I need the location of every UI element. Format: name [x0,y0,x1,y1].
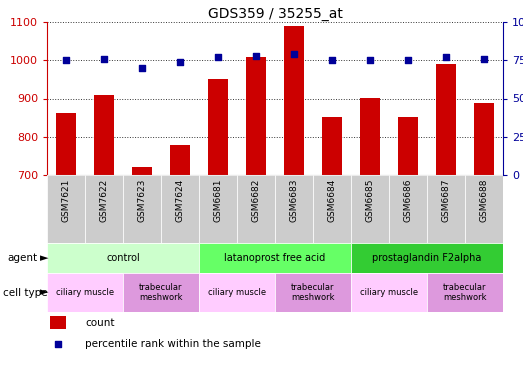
Point [328,57,336,63]
Bar [397,117,418,175]
Bar [237,175,275,243]
Bar [427,175,465,243]
Bar [208,79,229,175]
Text: GSM7624: GSM7624 [176,178,185,222]
Point [252,53,260,59]
Point [176,59,184,65]
Text: agent: agent [8,253,38,263]
Text: GSM6685: GSM6685 [366,178,374,222]
Bar [246,57,266,175]
Bar [199,273,275,312]
Text: ciliary muscle: ciliary muscle [208,288,266,297]
Bar [169,145,190,175]
Bar [322,117,343,175]
Text: GSM7621: GSM7621 [62,178,71,222]
Bar [351,243,503,273]
Text: control: control [106,253,140,263]
Text: cell type: cell type [3,288,47,298]
Text: GSM6682: GSM6682 [252,178,260,222]
Title: GDS359 / 35255_at: GDS359 / 35255_at [208,7,343,21]
Point [54,341,62,347]
Bar [85,175,123,243]
Text: latanoprost free acid: latanoprost free acid [224,253,326,263]
Text: GSM7622: GSM7622 [99,178,108,222]
Bar [47,243,199,273]
Text: ciliary muscle: ciliary muscle [56,288,114,297]
Text: prostaglandin F2alpha: prostaglandin F2alpha [372,253,482,263]
Bar [436,64,457,175]
Bar [132,167,152,175]
Bar [47,175,85,243]
Bar [50,316,66,329]
Bar [473,103,494,175]
Point [100,56,108,61]
Point [442,54,450,60]
Text: percentile rank within the sample: percentile rank within the sample [85,339,261,349]
Text: GSM6686: GSM6686 [404,178,413,222]
Bar [123,175,161,243]
Bar [161,175,199,243]
Bar [313,175,351,243]
Bar [283,26,304,175]
Point [214,54,222,60]
Text: ►: ► [40,253,49,263]
Bar [47,273,123,312]
Point [290,51,298,57]
Point [404,57,412,63]
Bar [351,273,427,312]
Bar [275,273,351,312]
Bar [275,175,313,243]
Text: GSM7623: GSM7623 [138,178,146,222]
Bar [123,273,199,312]
Text: ciliary muscle: ciliary muscle [360,288,418,297]
Text: trabecular
meshwork: trabecular meshwork [444,283,487,302]
Bar [427,273,503,312]
Text: GSM6684: GSM6684 [327,178,336,222]
Text: count: count [85,318,115,328]
Text: trabecular
meshwork: trabecular meshwork [291,283,335,302]
Bar [199,175,237,243]
Point [366,57,374,63]
Point [138,65,146,71]
Bar [465,175,503,243]
Bar [55,113,76,175]
Point [480,56,488,61]
Text: GSM6687: GSM6687 [441,178,450,222]
Bar [94,96,115,175]
Text: GSM6688: GSM6688 [480,178,488,222]
Text: GSM6681: GSM6681 [213,178,222,222]
Bar [351,175,389,243]
Bar [389,175,427,243]
Text: trabecular
meshwork: trabecular meshwork [139,283,183,302]
Text: GSM6683: GSM6683 [290,178,299,222]
Text: ►: ► [40,288,49,298]
Bar [359,98,380,175]
Bar [199,243,351,273]
Point [62,57,70,63]
